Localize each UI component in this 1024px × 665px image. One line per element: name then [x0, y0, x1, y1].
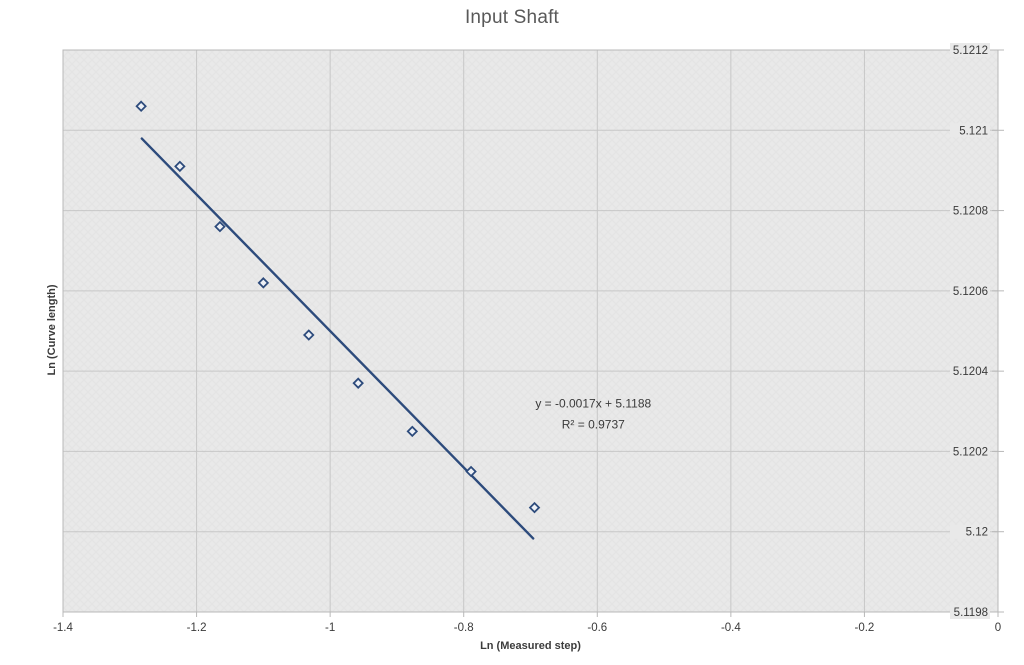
y-tick-label-bg	[950, 123, 990, 138]
y-tick-label-bg	[950, 283, 990, 298]
y-tick-label-bg	[950, 43, 990, 57]
x-tick-label: -1	[325, 622, 335, 634]
y-tick-label-bg	[950, 203, 990, 218]
x-tick-label: 0	[995, 622, 1001, 634]
data-point	[406, 425, 419, 438]
data-point	[352, 377, 364, 389]
y-tick-label-bg	[950, 364, 990, 379]
data-point	[214, 220, 226, 233]
x-tick-label: -0.2	[855, 622, 875, 634]
y-tick-label: 5.1202	[953, 446, 988, 458]
y-tick-label-bg	[950, 605, 990, 619]
trendline-r-squared: R² = 0.9737	[562, 417, 625, 431]
plot-area	[63, 50, 998, 612]
y-tick-label: 5.1206	[953, 286, 988, 298]
data-point	[135, 100, 147, 112]
x-tick-label: -0.8	[454, 622, 474, 634]
data-point	[302, 329, 315, 341]
data-point	[465, 465, 477, 478]
x-tick-label: -1.2	[187, 622, 207, 634]
data-point	[174, 160, 186, 173]
x-axis-title: Ln (Measured step)	[480, 640, 581, 652]
x-tick-label: -0.6	[587, 622, 607, 634]
chart-title: Input Shaft	[464, 7, 560, 28]
x-tick-label: -1.4	[53, 622, 73, 634]
x-tick-label: -0.4	[721, 622, 741, 634]
y-tick-label: 5.1198	[954, 607, 988, 619]
y-tick-label-bg	[950, 444, 990, 459]
trendline-equation: y = -0.0017x + 5.1188	[535, 396, 651, 410]
y-tick-label: 5.12	[966, 527, 988, 539]
y-tick-label: 5.1204	[953, 366, 989, 378]
data-point	[528, 501, 541, 514]
y-tick-label-bg	[950, 524, 990, 539]
y-tick-label: 5.1208	[953, 206, 988, 218]
y-axis-title: Ln (Curve length)	[46, 284, 58, 376]
y-tick-label: 5.121	[959, 125, 988, 137]
y-tick-label: 5.1212	[953, 45, 988, 57]
plot-border	[62, 49, 999, 613]
data-point	[257, 277, 270, 289]
